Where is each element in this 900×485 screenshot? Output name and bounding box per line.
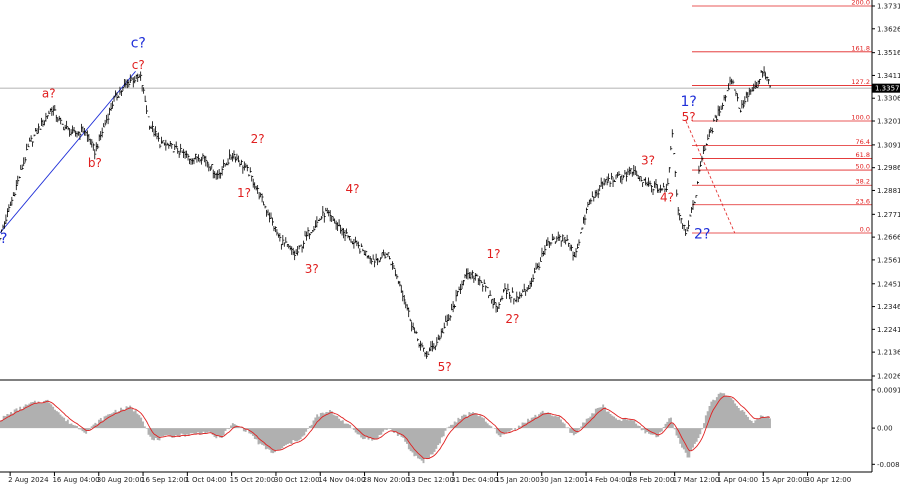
osc-axis-label: -0.00862: [877, 461, 900, 469]
price-axis-label: 1.3091: [877, 141, 900, 149]
time-axis-label: 31 Dec 04:00: [451, 476, 498, 484]
wave-labels: ?a?b?c?c?1?2?3?4?5?1?2?3?4?5?1?2?: [0, 35, 710, 373]
time-axis-label: 30 Jan 12:00: [540, 476, 584, 484]
current-price-line: 1.3357: [0, 83, 900, 93]
wave-label: 5?: [438, 360, 452, 374]
time-axis-label: 28 Nov 20:00: [363, 476, 410, 484]
time-axis-label: 16 Aug 04:00: [52, 476, 99, 484]
fib-level-label: 127.2: [851, 78, 870, 86]
price-axis-label: 1.2666: [877, 234, 900, 242]
time-axis-label: 30 Aug 20:00: [97, 476, 144, 484]
price-axis-label: 1.3201: [877, 118, 900, 126]
time-axis-label: 13 Dec 12:00: [407, 476, 454, 484]
wave-label: 3?: [305, 262, 319, 276]
price-axis-label: 1.2561: [877, 256, 900, 264]
osc-axis-label: 0.0091: [877, 386, 900, 394]
fib-diagonal-line: [685, 120, 736, 234]
price-axis-label: 1.2986: [877, 164, 900, 172]
wave-label: c?: [131, 35, 146, 51]
current-price-tag: [872, 83, 900, 93]
oscillator-pane: [0, 392, 771, 464]
fib-level-label: 50.0: [856, 163, 870, 171]
price-axis-label: 1.3731: [877, 3, 900, 11]
wave-label: 2?: [251, 132, 265, 146]
wave-label: 1?: [486, 247, 500, 261]
wave-label: 2?: [694, 226, 710, 242]
price-axis-label: 1.2451: [877, 280, 900, 288]
trend-lines: [0, 71, 136, 234]
price-series: [0, 66, 771, 359]
oscillator-histogram: [0, 392, 771, 464]
time-axis-label: 14 Nov 04:00: [318, 476, 365, 484]
price-axis-label: 1.2346: [877, 303, 900, 311]
fib-level-label: 100.0: [851, 114, 870, 122]
price-axis-label: 1.2136: [877, 349, 900, 357]
wave-label: b?: [88, 156, 102, 170]
fib-level-label: 200.0: [851, 0, 870, 7]
price-axis-label: 1.2026: [877, 373, 900, 381]
wave-label: a?: [42, 86, 56, 100]
wave-label: 1?: [237, 186, 251, 200]
price-axis-label: 1.3516: [877, 49, 900, 57]
price-axis-label: 1.3626: [877, 25, 900, 33]
fib-level-label: 161.8: [851, 44, 870, 52]
wave-label: 3?: [641, 154, 655, 168]
time-axis-label: 30 Oct 12:00: [274, 476, 320, 484]
fib-level-label: 38.2: [856, 178, 870, 186]
wave-label: 4?: [345, 182, 359, 196]
wave-label: 2?: [505, 312, 519, 326]
osc-axis-label: 0.00: [877, 425, 893, 433]
fib-level-label: 0.0: [860, 225, 870, 233]
oscillator-signal-line: [0, 395, 771, 460]
time-axis-label: 1 Oct 04:00: [185, 476, 226, 484]
time-axis-label: 15 Apr 20:00: [761, 476, 807, 484]
fib-level-label: 61.8: [856, 151, 870, 159]
fib-level-label: 23.6: [856, 197, 870, 205]
time-axis-label: 16 Sep 12:00: [141, 476, 188, 484]
time-axis-label: 15 Oct 20:00: [230, 476, 276, 484]
wave-label: 4?: [660, 191, 674, 205]
wave-label: 1?: [680, 94, 696, 110]
price-axis-label: 1.2881: [877, 187, 900, 195]
time-axis-label: 2 Aug 2024: [8, 476, 49, 484]
time-axis-label: 28 Feb 20:00: [628, 476, 674, 484]
price-axis-label: 1.2771: [877, 211, 900, 219]
fibonacci-levels: 200.0 161.8 127.2 100.0 76.4 61.8 50.0 38.2 23.6…: [685, 0, 872, 234]
trend-line: [0, 71, 136, 234]
current-price-value: 1.3357: [875, 85, 900, 93]
price-axis-label: 1.3411: [877, 72, 900, 80]
time-axis-label: 14 Feb 04:00: [584, 476, 630, 484]
fib-level-label: 76.4: [856, 138, 870, 146]
time-axis-label: 17 Mar 12:00: [673, 476, 720, 484]
wave-label: c?: [132, 58, 145, 72]
oscillator-axis: 0.0091 0.00 -0.00862: [872, 386, 900, 469]
price-bars: [0, 66, 771, 359]
price-axis-label: 1.3306: [877, 95, 900, 103]
price-axis-label: 1.2241: [877, 326, 900, 334]
time-axis-label: 15 Jan 20:00: [495, 476, 539, 484]
time-axis-label: 1 Apr 04:00: [717, 476, 758, 484]
wave-label: ?: [0, 231, 7, 247]
price-axis: 1.3731 1.3626 1.3516 1.3411 1.3306 1.3201 1.30…: [872, 3, 900, 381]
time-axis-label: 30 Apr 12:00: [806, 476, 852, 484]
wave-label: 5?: [682, 110, 696, 124]
